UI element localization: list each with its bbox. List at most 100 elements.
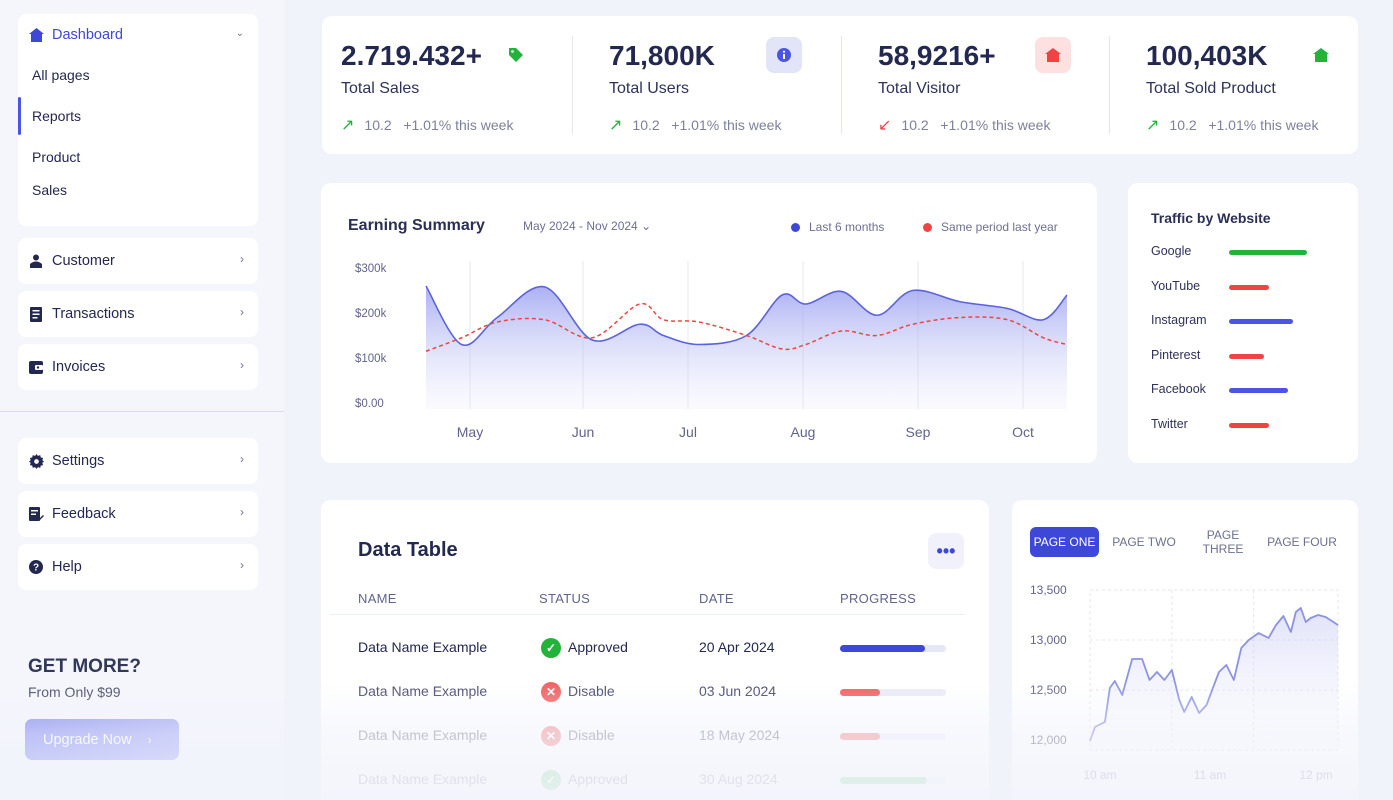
column-header-status: STATUS xyxy=(539,591,591,606)
active-indicator xyxy=(18,97,21,135)
row-status: Disable xyxy=(568,727,615,743)
gear-icon xyxy=(27,452,45,470)
stat-total-users: 71,800K Total Users ↗ 10.2 +1.01% this w… xyxy=(609,16,839,154)
traffic-source-name: YouTube xyxy=(1151,278,1201,293)
stat-change: 10.2 xyxy=(901,117,929,133)
arrow-down-left-icon: ↙ xyxy=(878,117,892,134)
x-tick-label: Aug xyxy=(791,424,816,440)
stat-divider xyxy=(572,36,573,134)
legend-label: Last 6 months xyxy=(809,220,885,234)
progress-track xyxy=(840,689,946,696)
sidebar-item-feedback[interactable]: Feedback › xyxy=(18,501,258,527)
x-tick-label: 11 am xyxy=(1194,768,1226,782)
info-icon xyxy=(766,37,802,73)
table-row[interactable]: Data Name Example ✓ Approved 20 Apr 2024 xyxy=(321,637,989,659)
row-name: Data Name Example xyxy=(358,771,488,787)
sidebar-item-invoices[interactable]: Invoices › xyxy=(18,354,258,380)
row-status: Approved xyxy=(568,771,628,787)
chevron-right-icon: › xyxy=(240,505,244,519)
stat-label: Total Visitor xyxy=(878,80,961,97)
legend-dot xyxy=(791,222,800,232)
progress-bar xyxy=(840,689,880,696)
chevron-right-icon: › xyxy=(240,305,244,319)
chevron-right-icon: › xyxy=(240,558,244,572)
help-icon: ? xyxy=(27,558,45,576)
progress-track xyxy=(840,733,946,740)
row-name: Data Name Example xyxy=(358,727,488,743)
row-date: 18 May 2024 xyxy=(699,727,780,743)
table-row[interactable]: Data Name Example ✕ Disable 18 May 2024 xyxy=(321,725,989,747)
stat-label: Total Users xyxy=(609,80,690,97)
chart-title: Earning Summary xyxy=(348,217,485,234)
receipt-icon xyxy=(27,305,45,323)
sidebar-item-transactions[interactable]: Transactions › xyxy=(18,301,258,327)
sidebar-item-label: Feedback xyxy=(52,506,116,522)
sidebar-item-dashboard[interactable]: Dashboard ⌄ xyxy=(18,22,258,48)
sidebar-subitem-sales[interactable]: Sales xyxy=(32,182,68,198)
invoices-card: Invoices › xyxy=(18,344,258,390)
stat-total-sales: 2.719.432+ Total Sales ↗ 10.2 +1.01% thi… xyxy=(341,16,571,154)
traffic-item: Twitter xyxy=(1151,417,1351,433)
traffic-bar xyxy=(1229,250,1307,255)
stat-trend: ↗ 10.2 +1.01% this week xyxy=(1146,115,1318,135)
stat-trend: ↗ 10.2 +1.01% this week xyxy=(341,115,513,135)
check-circle-icon: ✓ xyxy=(541,638,561,658)
stat-note: +1.01% this week xyxy=(940,117,1051,133)
home-icon xyxy=(27,26,45,44)
chevron-down-icon[interactable]: ⌄ xyxy=(235,28,244,39)
progress-bar xyxy=(840,733,880,740)
stat-change: 10.2 xyxy=(1169,117,1197,133)
date-range-select[interactable]: May 2024 - Nov 2024 ⌄ xyxy=(523,219,651,233)
row-name: Data Name Example xyxy=(358,683,488,699)
line-chart: 12,000 12,500 13,000 13,500 10 am 11 am 12 pm xyxy=(1030,583,1339,782)
promo-subtitle: From Only $99 xyxy=(28,684,121,700)
more-options-button[interactable]: ••• xyxy=(928,533,964,569)
stat-value: 58,9216+ xyxy=(878,40,996,71)
y-tick-label: $0.00 xyxy=(355,398,384,410)
sidebar-item-customer[interactable]: Customer › xyxy=(18,248,258,274)
sidebar-item-label: Settings xyxy=(52,453,105,469)
sidebar-item-label: Transactions xyxy=(52,306,135,322)
tab-page-four[interactable]: PAGE FOUR xyxy=(1265,527,1339,557)
sidebar-subitem-product[interactable]: Product xyxy=(32,149,81,165)
traffic-item: YouTube xyxy=(1151,279,1351,295)
stat-value: 2.719.432+ xyxy=(341,40,482,71)
table-row[interactable]: Data Name Example ✓ Approved 30 Aug 2024 xyxy=(321,769,989,791)
traffic-bar xyxy=(1229,284,1269,290)
sidebar-subitem-reports[interactable]: Reports xyxy=(32,108,82,124)
sidebar-item-help[interactable]: ? Help › xyxy=(18,554,258,580)
home-icon xyxy=(1303,37,1339,73)
upgrade-button[interactable]: Upgrade Now › xyxy=(25,719,179,760)
chevron-right-icon: › xyxy=(240,358,244,372)
help-card: ? Help › xyxy=(18,544,258,590)
feedback-icon xyxy=(27,505,45,523)
stat-total-visitor: 58,9216+ Total Visitor ↙ 10.2 +1.01% thi… xyxy=(878,16,1108,154)
sidebar-item-settings[interactable]: Settings › xyxy=(18,448,258,474)
arrow-up-right-icon: ↗ xyxy=(341,117,355,134)
progress-bar xyxy=(840,645,925,652)
series-area xyxy=(426,286,1067,409)
row-date: 20 Apr 2024 xyxy=(699,639,775,655)
column-header-progress: PROGRESS xyxy=(840,591,917,606)
legend-item: Last 6 months xyxy=(791,220,884,234)
stats-card: 2.719.432+ Total Sales ↗ 10.2 +1.01% thi… xyxy=(322,16,1358,154)
sidebar-item-label: Help xyxy=(52,559,82,575)
tab-page-three[interactable]: PAGE THREE xyxy=(1185,527,1261,557)
tab-page-one[interactable]: PAGE ONE xyxy=(1030,527,1099,557)
traffic-bar xyxy=(1229,319,1293,325)
chevron-right-icon: › xyxy=(147,732,152,747)
wallet-icon xyxy=(27,358,45,376)
feedback-card: Feedback › xyxy=(18,491,258,537)
table-row[interactable]: Data Name Example ✕ Disable 03 Jun 2024 xyxy=(321,681,989,703)
traffic-item: Pinterest xyxy=(1151,348,1351,364)
column-header-date: DATE xyxy=(699,591,734,606)
tab-page-two[interactable]: PAGE TWO xyxy=(1108,527,1180,557)
legend-dot xyxy=(923,222,932,232)
check-circle-icon: ✓ xyxy=(541,770,561,790)
traffic-title: Traffic by Website xyxy=(1151,210,1271,226)
sidebar-subitem-all-pages[interactable]: All pages xyxy=(32,67,90,83)
stat-value: 100,403K xyxy=(1146,40,1268,71)
earning-chart: $0.00 $100k $200k $300k May Jun Jul Aug Sep Oct xyxy=(355,261,1068,440)
earning-summary-card: Earning Summary May 2024 - Nov 2024 ⌄ La… xyxy=(321,183,1097,463)
x-tick-label: 10 am xyxy=(1083,768,1116,782)
